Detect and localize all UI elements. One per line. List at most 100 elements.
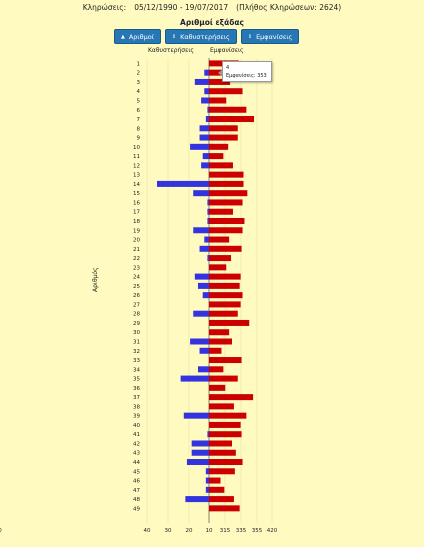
sort-icon: ⇕ <box>171 33 177 40</box>
appearances-bar <box>209 486 225 493</box>
left-axis-tick: 30 <box>165 528 172 534</box>
category-label: 13 <box>133 173 140 179</box>
tooltip-category: 4 <box>226 65 230 71</box>
appearances-bar <box>209 255 232 262</box>
appearances-bar <box>209 125 238 132</box>
appearances-bar <box>209 88 243 95</box>
delay-bar <box>207 208 209 215</box>
category-label: 5 <box>137 98 141 104</box>
sort-by-delay-label: Καθυστερήσεις <box>180 32 230 41</box>
delay-bar <box>197 366 209 373</box>
appearances-bar <box>209 338 232 345</box>
sort-by-number-button[interactable]: ▲ Αριθμοί <box>114 29 161 44</box>
category-label: 17 <box>133 210 140 216</box>
delay-bar <box>207 199 209 206</box>
category-label: 24 <box>133 275 140 281</box>
category-label: 15 <box>133 191 140 197</box>
category-label: 12 <box>133 163 140 169</box>
delay-bar <box>207 106 209 113</box>
sort-icon: ⇕ <box>247 33 253 40</box>
category-label: 14 <box>133 182 140 188</box>
appearances-bar <box>209 347 222 354</box>
delay-bar <box>199 134 209 141</box>
sort-by-appearances-button[interactable]: ⇕ Εμφανίσεις <box>240 29 300 44</box>
delay-bar <box>205 468 209 475</box>
category-label: 41 <box>133 432 140 438</box>
category-label: 10 <box>133 145 140 151</box>
category-label: 7 <box>137 117 141 123</box>
draws-header: Κληρώσεις: 05/12/1990 - 19/07/2017 (Πλήθος… <box>0 3 424 12</box>
left-axis-tick: 40 <box>144 528 151 534</box>
left-axis-tick: 10 <box>206 528 213 534</box>
category-label: 49 <box>133 506 140 512</box>
category-label: 3 <box>137 80 141 86</box>
category-label: 22 <box>133 256 140 262</box>
appearances-bar <box>209 162 233 169</box>
category-label: 48 <box>133 497 140 503</box>
delay-bar <box>193 310 209 317</box>
category-label: 33 <box>133 358 140 364</box>
delay-bar <box>191 449 209 456</box>
appearances-bar <box>209 97 227 104</box>
appearances-bar <box>209 106 247 113</box>
delay-bar <box>157 180 209 187</box>
category-label: 40 <box>133 423 140 429</box>
appearances-bar <box>209 403 234 410</box>
category-label: 46 <box>133 479 140 485</box>
category-label: 38 <box>133 404 140 410</box>
category-label: 1 <box>137 61 141 67</box>
category-label: 31 <box>133 340 140 346</box>
category-label: 30 <box>133 330 140 336</box>
delay-bar <box>197 282 209 289</box>
category-label: 35 <box>133 377 140 383</box>
appearances-bar <box>209 116 255 123</box>
delay-bar <box>205 486 209 493</box>
delay-bar <box>199 347 209 354</box>
category-label: 4 <box>137 89 141 95</box>
appearances-bar <box>209 134 238 141</box>
left-axis-tick: 20 <box>186 528 193 534</box>
sort-by-number-label: Αριθμοί <box>128 32 154 41</box>
delay-bar <box>193 227 209 234</box>
appearances-bar <box>209 282 240 289</box>
category-label: 11 <box>133 154 140 160</box>
delay-bar <box>191 440 209 447</box>
category-label: 16 <box>133 200 140 206</box>
header-date-range: 05/12/1990 - 19/07/2017 <box>134 3 229 12</box>
appearances-bar <box>209 384 226 391</box>
delay-bar <box>190 143 209 150</box>
category-label: 21 <box>133 247 140 253</box>
delay-bar <box>194 78 209 85</box>
right-axis-tick: 420 <box>267 528 278 534</box>
category-label: 18 <box>133 219 140 225</box>
appearances-bar <box>209 505 240 512</box>
delay-bar <box>185 496 209 503</box>
appearances-bar <box>209 310 238 317</box>
category-label: 36 <box>133 386 140 392</box>
delay-bar <box>204 236 209 243</box>
category-label: 6 <box>137 108 141 114</box>
appearances-bar <box>209 394 254 401</box>
chart-title: Αριθμοί εξάδας <box>180 18 244 27</box>
appearances-bar <box>209 459 243 466</box>
appearances-bar <box>209 217 245 224</box>
delay-bar <box>204 69 209 76</box>
delay-bar <box>193 190 209 197</box>
appearances-bar <box>209 208 233 215</box>
category-label: 37 <box>133 395 140 401</box>
appearances-bar <box>209 143 229 150</box>
category-label: 44 <box>133 460 140 466</box>
bar-tooltip: 4 Εμφανίσεις: 353 <box>218 61 272 82</box>
header-draw-count: (Πλήθος Κληρώσεων: 2624) <box>236 3 342 12</box>
category-label: 47 <box>133 488 140 494</box>
sort-by-appearances-label: Εμφανίσεις <box>256 32 293 41</box>
delay-bar <box>205 116 209 123</box>
tooltip-text: Εμφανίσεις: 353 <box>226 73 267 79</box>
category-label: 9 <box>137 136 141 142</box>
category-label: 39 <box>133 414 140 420</box>
sort-by-delay-button[interactable]: ⇕ Καθυστερήσεις <box>164 29 237 44</box>
delay-bar <box>205 477 209 484</box>
delay-bar <box>207 255 209 262</box>
delay-bar <box>199 125 209 132</box>
